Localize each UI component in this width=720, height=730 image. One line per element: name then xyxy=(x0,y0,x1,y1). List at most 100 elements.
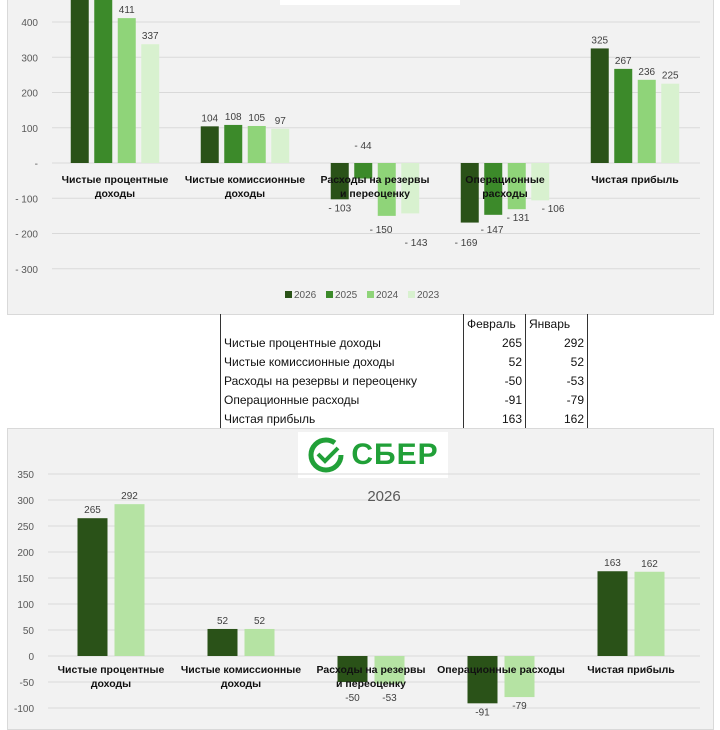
sber-check-icon xyxy=(308,437,344,473)
data-label: 325 xyxy=(591,35,608,46)
y-tick-label: 200 xyxy=(17,548,34,559)
legend-swatch xyxy=(367,291,374,298)
table-row: Чистые процентные доходы 265 292 xyxy=(220,333,588,352)
bar-2025 xyxy=(94,0,113,163)
chart-title: 2026 xyxy=(367,488,400,505)
bar-2024 xyxy=(637,79,656,163)
bar-Январь xyxy=(374,656,405,684)
table-row: Операционные расходы -91 -79 xyxy=(220,390,588,409)
data-label: - 143 xyxy=(405,238,428,249)
data-label: 292 xyxy=(121,491,138,502)
bar-2025 xyxy=(354,163,373,179)
data-label: - 131 xyxy=(507,213,530,224)
category-label: доходы xyxy=(221,678,261,690)
data-table: Февраль Январь Чистые процентные доходы 26… xyxy=(220,314,588,428)
category-label: Чистые комиссионные xyxy=(185,174,305,186)
data-label: -53 xyxy=(382,693,397,704)
data-label: -91 xyxy=(475,707,490,718)
y-tick-label: - xyxy=(35,159,38,170)
bar-2026 xyxy=(200,126,219,163)
row-feb: -91 xyxy=(463,390,526,409)
y-tick-label: - 300 xyxy=(15,265,38,276)
y-tick-label: 100 xyxy=(17,600,34,611)
data-label: - 103 xyxy=(328,203,351,214)
y-tick-label: 400 xyxy=(21,18,38,29)
table-row: Чистая прибыль 163 162 xyxy=(220,409,588,428)
bar-2023 xyxy=(661,83,680,163)
table-row: Расходы на резервы и переоценку -50 -53 xyxy=(220,371,588,390)
bar-Февраль xyxy=(207,628,238,656)
y-tick-label: 200 xyxy=(21,89,38,100)
data-label: 236 xyxy=(638,67,655,78)
category-label: и переоценку xyxy=(340,188,410,200)
data-label: -50 xyxy=(345,693,360,704)
category-label: Чистые комиссионные xyxy=(181,664,301,676)
bar-2025 xyxy=(224,124,243,163)
legend-swatch xyxy=(326,291,333,298)
data-label: 108 xyxy=(225,112,242,123)
row-feb: 163 xyxy=(463,409,526,428)
row-label: Расходы на резервы и переоценку xyxy=(220,371,464,390)
y-tick-label: -100 xyxy=(14,704,34,715)
bar-Январь xyxy=(244,628,275,656)
row-label: Чистые процентные доходы xyxy=(220,333,464,352)
category-label: Операционные xyxy=(465,174,545,186)
legend-swatch xyxy=(408,291,415,298)
data-label: 267 xyxy=(615,56,632,67)
data-label: 411 xyxy=(119,5,135,16)
row-label: Чистая прибыль xyxy=(220,409,464,428)
data-label: 52 xyxy=(254,616,266,627)
table-header: Февраль Январь xyxy=(220,314,588,333)
bar-2024 xyxy=(117,18,136,164)
bar-Февраль xyxy=(77,518,108,656)
legend-swatch xyxy=(285,291,292,298)
bar-2023 xyxy=(401,163,420,214)
bar-2024 xyxy=(247,125,266,163)
data-label: 265 xyxy=(84,505,101,516)
data-label: - 44 xyxy=(354,141,372,152)
data-label: 97 xyxy=(275,116,287,127)
y-tick-label: - 200 xyxy=(15,230,38,241)
category-label: Расходы на резервы xyxy=(317,664,426,676)
bar-2023 xyxy=(141,44,160,163)
row-feb: 52 xyxy=(463,352,526,371)
category-label: Чистые процентные xyxy=(58,664,165,676)
data-label: 162 xyxy=(641,559,658,570)
header-feb: Февраль xyxy=(463,314,526,333)
bar-2025 xyxy=(484,163,503,215)
bar-Февраль xyxy=(467,656,498,704)
row-jan: 52 xyxy=(525,352,588,371)
category-label: Чистая прибыль xyxy=(591,174,679,186)
data-label: 104 xyxy=(201,113,218,124)
legend-label: 2023 xyxy=(417,290,440,301)
bar-2024 xyxy=(507,163,526,210)
y-tick-label: 350 xyxy=(17,470,34,481)
bar-2026 xyxy=(70,0,89,164)
bar-2026 xyxy=(590,48,609,163)
row-jan: -79 xyxy=(525,390,588,409)
category-label: Операционные расходы xyxy=(437,664,565,676)
category-label: Чистые процентные xyxy=(62,174,169,186)
row-jan: 162 xyxy=(525,409,588,428)
y-tick-label: 300 xyxy=(21,53,38,64)
top-chart-logo-edge xyxy=(280,0,460,5)
legend-label: 2026 xyxy=(294,290,317,301)
data-label: - 150 xyxy=(370,225,393,236)
row-jan: -53 xyxy=(525,371,588,390)
y-tick-label: 300 xyxy=(17,496,34,507)
category-label: доходы xyxy=(91,678,131,690)
sber-logo: СБЕР xyxy=(298,432,448,478)
y-tick-label: 0 xyxy=(28,652,34,663)
data-label: 105 xyxy=(248,113,265,124)
y-tick-label: -50 xyxy=(20,678,35,689)
logo-text: СБЕР xyxy=(351,438,439,471)
y-tick-label: 50 xyxy=(23,626,35,637)
bar-Февраль xyxy=(337,656,368,682)
data-label: 52 xyxy=(217,616,229,627)
y-tick-label: 150 xyxy=(17,574,34,585)
y-tick-label: 100 xyxy=(21,124,38,135)
header-jan: Январь xyxy=(525,314,588,333)
category-label: доходы xyxy=(95,188,135,200)
data-label: 337 xyxy=(142,31,159,42)
